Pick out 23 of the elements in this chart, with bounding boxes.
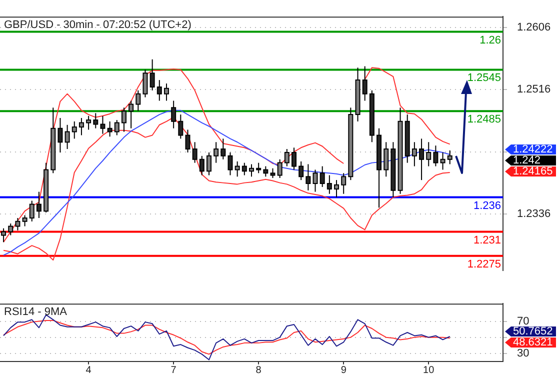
x-tick-label: 8: [256, 365, 262, 376]
ref-line-label: 1.236: [473, 200, 501, 212]
x-tick-label: 7: [170, 365, 177, 376]
x-tick-label: 4: [86, 365, 92, 376]
chart-title: RSI14 - 9MA: [4, 306, 68, 318]
ref-line-label: 1.2485: [467, 114, 501, 126]
text: 48.6321: [513, 336, 553, 349]
text: 50.7652: [513, 326, 553, 338]
x-tick-label: 9: [340, 365, 347, 376]
y-tick-label: 1.2516: [517, 84, 551, 96]
ref-line-label: 1.2275: [467, 258, 501, 270]
ref-line-label: 1.26: [480, 34, 501, 46]
y-tick-label: 70: [517, 315, 530, 328]
ref-line-label: 1.2545: [467, 72, 501, 84]
y-tick-label: 1.2606: [517, 22, 551, 34]
x-tick-label: 10: [423, 365, 435, 376]
text: 1.242: [513, 154, 541, 167]
text: 1.24165: [513, 166, 553, 178]
text: 1.24222: [513, 144, 553, 156]
y-tick-label: 1.2336: [517, 208, 551, 220]
ref-line-label: 1.231: [473, 234, 501, 246]
chart-title: GBP/USD - 30min - 07:20:52 (UTC+2): [4, 19, 192, 32]
y-tick-label: 30: [517, 347, 530, 360]
